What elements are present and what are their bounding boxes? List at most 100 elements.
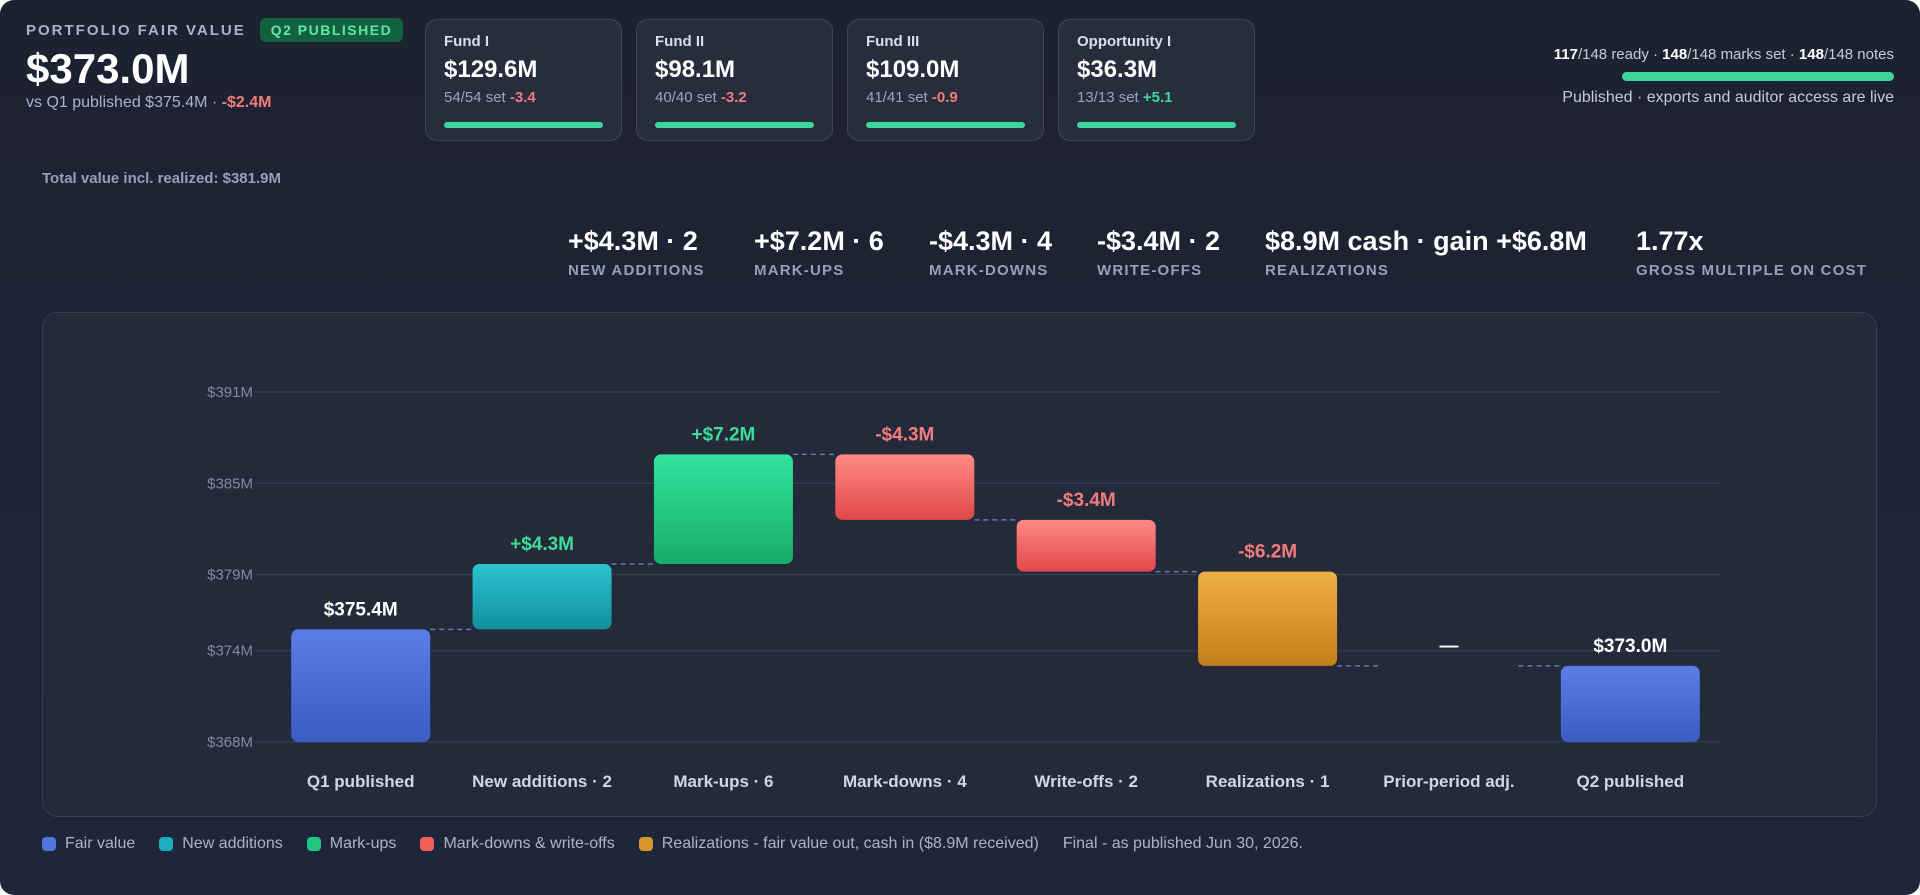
bar-value-label: +$7.2M — [691, 424, 755, 445]
stat-mark-ups: +$7.2M · 6 MARK-UPS — [754, 226, 884, 279]
bar-value-label: $373.0M — [1593, 636, 1667, 657]
waterfall-bar[interactable] — [653, 454, 793, 564]
ready-text: /148 ready · — [1577, 46, 1663, 63]
notes-text: /148 notes — [1823, 46, 1894, 63]
x-category-label: Q2 published — [1576, 772, 1684, 791]
legend-label: Fair value — [65, 835, 136, 852]
fund-name: Fund III — [866, 33, 920, 50]
fund-name: Opportunity I — [1077, 33, 1172, 50]
bar-value-label: -$3.4M — [1057, 490, 1116, 511]
stat-value: +$7.2M · 6 — [754, 226, 884, 256]
fund-value: $36.3M — [1077, 56, 1158, 83]
stat-label: MARK-UPS — [754, 262, 845, 279]
stat-value: -$4.3M · 4 — [929, 226, 1053, 256]
stat-new-additions: +$4.3M · 2 NEW ADDITIONS — [568, 226, 705, 279]
fund-card-fund-iii[interactable]: Fund III $109.0M 41/41 set -0.9 — [847, 19, 1044, 141]
legend-swatch — [159, 837, 174, 851]
fund-progress-fill — [1077, 122, 1236, 128]
fund-progress-bar — [866, 122, 1025, 128]
stat-label: GROSS MULTIPLE ON COST — [1636, 262, 1868, 279]
bar-value-label: +$4.3M — [510, 534, 574, 555]
stat-label: NEW ADDITIONS — [568, 262, 705, 279]
stat-label: MARK-DOWNS — [929, 262, 1049, 279]
fund-delta: -3.4 — [509, 89, 536, 106]
stat-value: 1.77x — [1636, 226, 1704, 256]
x-category-label: Realizations · 1 — [1206, 772, 1330, 791]
bar-value-label: $375.4M — [324, 599, 398, 620]
fund-progress-fill — [444, 122, 603, 128]
legend-mark-ups: Mark-ups — [306, 835, 397, 853]
publish-note: Published · exports and auditor access a… — [1562, 89, 1894, 106]
legend-swatch — [638, 837, 653, 851]
fund-card-opportunity-i[interactable]: Opportunity I $36.3M 13/13 set +5.1 — [1058, 19, 1255, 141]
readiness-counts: 117/148 ready · 148/148 marks set · 148/… — [1474, 46, 1894, 63]
waterfall-bar[interactable] — [1560, 665, 1700, 742]
waterfall-chart: $368M $374M $379M $385M $391M $375.4M +$4.3M +… — [207, 384, 1721, 791]
legend-fair-value: Fair value — [42, 835, 135, 853]
stat-write-offs: -$3.4M · 2 WRITE-OFFS — [1097, 226, 1220, 279]
fund-delta: -3.2 — [720, 89, 747, 106]
total-value-line: Total value incl. realized: $381.9M — [42, 170, 281, 187]
stat-label: WRITE-OFFS — [1097, 262, 1203, 279]
fund-set-count: 13/13 set — [1077, 89, 1139, 106]
comparison-line: vs Q1 published $375.4M · -$2.4M — [26, 94, 403, 112]
final-note: Final - as published Jun 30, 2026. — [1062, 835, 1303, 852]
fund-set-line: 54/54 set -3.4 — [444, 89, 603, 106]
comparison-text: vs Q1 published $375.4M · — [26, 94, 222, 111]
stat-value: -$3.4M · 2 — [1097, 226, 1221, 256]
legend-label: Mark-downs & write-offs — [443, 835, 615, 852]
waterfall-chart-panel: $368M $374M $379M $385M $391M $375.4M +$4.3M +… — [42, 312, 1877, 817]
legend-mark-downs: Mark-downs & write-offs — [420, 835, 615, 853]
publish-status: 117/148 ready · 148/148 marks set · 148/… — [1474, 46, 1894, 107]
legend-swatch — [420, 837, 435, 851]
waterfall-bar[interactable] — [472, 563, 612, 630]
ready-count: 117 — [1553, 46, 1578, 63]
stat-realizations: $8.9M cash · gain +$6.8M REALIZATIONS — [1265, 226, 1587, 279]
fund-value: $98.1M — [655, 56, 736, 83]
portfolio-summary: PORTFOLIO FAIR VALUE Q2 PUBLISHED $373.0… — [26, 18, 404, 112]
stat-gross-multiple: 1.77x GROSS MULTIPLE ON COST — [1636, 226, 1867, 279]
fund-progress-bar — [655, 122, 814, 128]
fund-set-line: 13/13 set +5.1 — [1077, 89, 1236, 106]
fund-delta: +5.1 — [1142, 89, 1173, 106]
fund-card-fund-ii[interactable]: Fund II $98.1M 40/40 set -3.2 — [636, 19, 833, 141]
stat-value: +$4.3M · 2 — [568, 226, 698, 256]
marks-count: 148 — [1662, 46, 1688, 63]
x-category-label: Prior-period adj. — [1383, 772, 1514, 791]
fund-set-line: 41/41 set -0.9 — [866, 89, 1025, 106]
fund-value: $129.6M — [444, 56, 538, 83]
y-tick-label: $385M — [207, 475, 253, 492]
fund-card-fund-i[interactable]: Fund I $129.6M 54/54 set -3.4 — [425, 19, 622, 141]
waterfall-bar[interactable] — [835, 454, 975, 520]
waterfall-bar[interactable] — [291, 629, 431, 742]
portfolio-value: $373.0M — [26, 45, 190, 92]
fund-progress-fill — [655, 122, 814, 128]
stat-value: $8.9M cash · gain +$6.8M — [1265, 226, 1587, 256]
waterfall-bar[interactable] — [1198, 571, 1338, 666]
legend-label: Mark-ups — [329, 835, 397, 852]
fund-progress-bar — [444, 122, 603, 128]
status-badge: Q2 PUBLISHED — [259, 18, 404, 42]
legend-realizations: Realizations - fair value out, cash in (… — [638, 835, 1039, 853]
x-category-label: Mark-ups · 6 — [673, 772, 773, 791]
fund-value: $109.0M — [866, 56, 960, 83]
legend-new-additions: New additions — [159, 835, 283, 853]
fund-name: Fund I — [444, 33, 489, 50]
fund-progress-bar — [1077, 122, 1236, 128]
fund-set-count: 40/40 set — [655, 89, 717, 106]
legend-label: Realizations - fair value out, cash in (… — [661, 835, 1039, 852]
comparison-delta: -$2.4M — [221, 94, 272, 111]
fund-name: Fund II — [655, 33, 705, 50]
fund-set-count: 41/41 set — [866, 89, 928, 106]
readiness-progress-bar — [1622, 72, 1894, 81]
notes-count: 148 — [1798, 46, 1824, 63]
x-category-label: Mark-downs · 4 — [843, 772, 967, 791]
bar-value-label: -$4.3M — [875, 424, 934, 445]
x-category-label: New additions · 2 — [472, 772, 612, 791]
portfolio-kicker: PORTFOLIO FAIR VALUE — [26, 21, 246, 39]
legend-swatch — [42, 837, 56, 851]
waterfall-bar[interactable] — [1016, 519, 1156, 572]
x-category-label: Write-offs · 2 — [1034, 772, 1138, 791]
fund-delta: -0.9 — [931, 89, 958, 106]
